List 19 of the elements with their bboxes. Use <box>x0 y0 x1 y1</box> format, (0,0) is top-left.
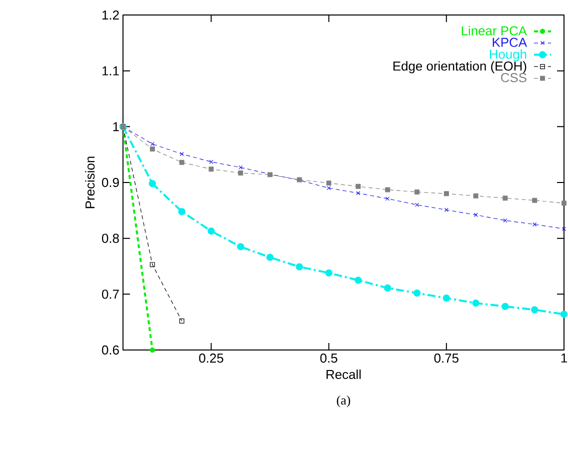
legend-label: Edge orientation (EOH) <box>393 61 526 74</box>
x-tick-label: 0.75 <box>434 354 458 363</box>
y-tick-label: 0.6 <box>102 345 119 355</box>
legend-label: Hough <box>490 49 526 62</box>
x-tick-label: 1 <box>561 354 567 362</box>
y-axis-title: Precision <box>85 156 95 208</box>
legend-label: CSS <box>501 73 526 82</box>
legend-label: KPCA <box>492 38 527 47</box>
legend-label: Linear PCA <box>462 26 527 36</box>
y-tick-label: 0.8 <box>102 234 119 243</box>
y-tick-label: 0.9 <box>102 178 119 188</box>
y-tick-label: 1 <box>113 122 119 132</box>
y-tick-label: 1.1 <box>102 66 119 76</box>
x-tick-label: 0.5 <box>320 354 338 363</box>
x-tick-label: 0.25 <box>199 354 224 363</box>
x-axis-title: Recall <box>326 370 361 380</box>
y-tick-label: 1.2 <box>102 10 119 20</box>
y-tick-label: 0.7 <box>102 290 119 299</box>
text: (a) <box>336 396 350 408</box>
